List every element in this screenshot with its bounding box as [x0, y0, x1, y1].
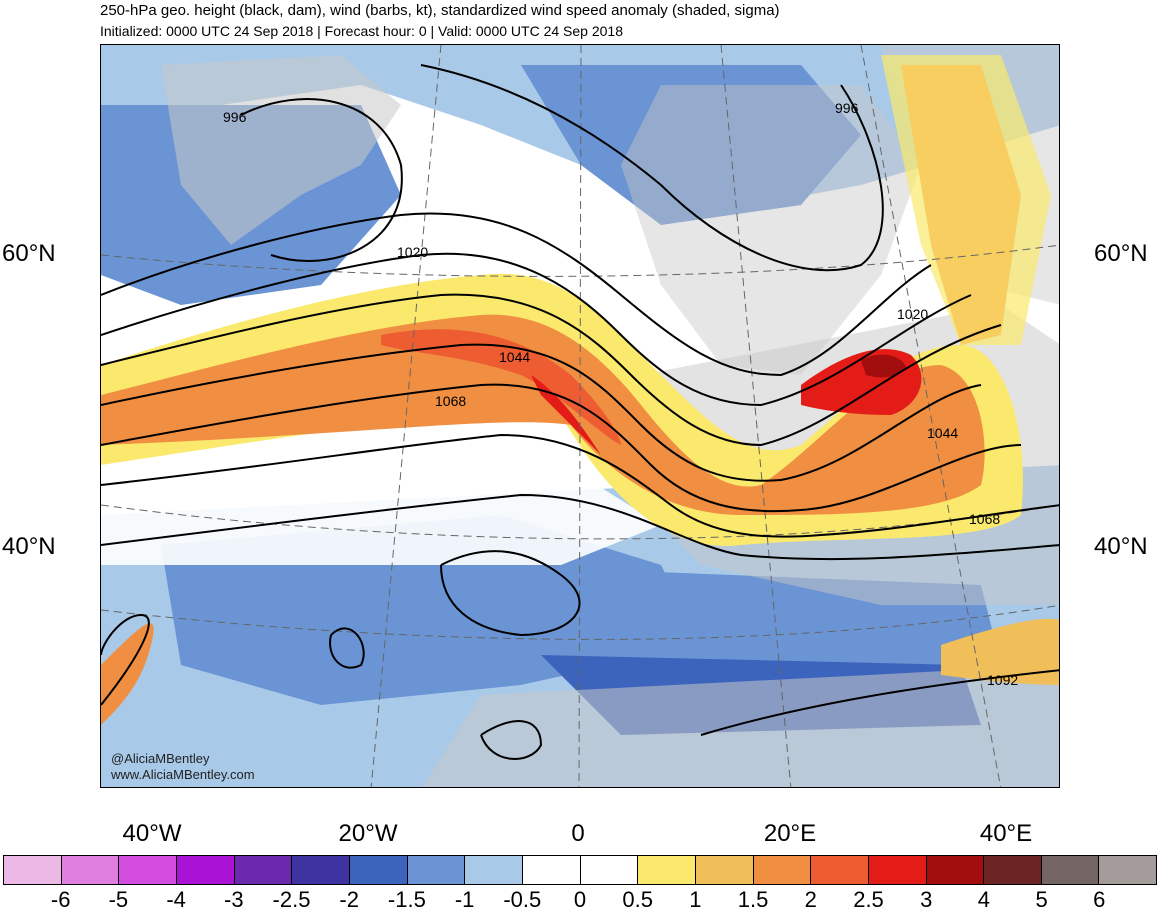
colorbar-tick-label: -0.5: [503, 887, 542, 912]
jet-core-band: [381, 329, 621, 445]
neg-anomaly-north-mid: [521, 65, 861, 225]
colorbar-tick-label: 1.5: [737, 887, 769, 912]
colorbar-swatch: [407, 856, 466, 884]
map-panel: 996 996 1020 1020 1044 1044 1068 1068 10…: [100, 44, 1060, 788]
lat-label-right-60n: 60°N: [1094, 240, 1148, 267]
jet-russia-branch-edge: [881, 55, 1051, 345]
colorbar-swatch: [119, 856, 177, 884]
chart-subtitle: Initialized: 0000 UTC 24 Sep 2018 | Fore…: [100, 23, 623, 39]
colorbar-tick-label: 3: [920, 887, 933, 912]
contour-label: 996: [223, 109, 247, 125]
white-band-south: [101, 445, 661, 565]
colorbar-swatch: [61, 856, 120, 884]
colorbar-swatch: [695, 856, 754, 884]
lat-label-left-60n: 60°N: [2, 240, 56, 267]
colorbar-tick-label: 4: [977, 887, 991, 912]
jet-core-darkest: [861, 354, 906, 378]
colorbar-swatch: [522, 856, 581, 884]
colorbar-swatch: [926, 856, 985, 884]
colorbar-tick-label: 0.5: [622, 887, 653, 912]
lon-label-40e: 40°E: [979, 820, 1033, 847]
colorbar-swatch: [465, 856, 523, 884]
colorbar-tick-label: 2.5: [853, 887, 884, 912]
map-canvas: [101, 45, 1059, 787]
colorbar-swatch: [234, 856, 293, 884]
jet-core-max-west: [531, 375, 601, 455]
contour-label: 1044: [927, 425, 959, 441]
colorbar-tick-label: -2: [339, 887, 359, 912]
colorbar-swatch: [580, 856, 639, 884]
colorbar-swatch: [753, 856, 812, 884]
colorbar-tick-label: -1.5: [387, 887, 426, 912]
contour-label: 1020: [397, 244, 429, 260]
graticule: [101, 45, 1059, 787]
contour-label: 1092: [987, 672, 1019, 688]
chart-title: 250-hPa geo. height (black, dam), wind (…: [100, 2, 780, 19]
colorbar-swatch: [868, 856, 927, 884]
contour-label: 996: [835, 100, 859, 116]
lat-label-right-40n: 40°N: [1094, 533, 1148, 560]
lon-label-40w: 40°W: [122, 820, 182, 847]
colorbar-tick-label: 0: [573, 887, 587, 912]
colorbar-swatch: [176, 856, 235, 884]
watermark-handle: @AliciaMBentley: [111, 751, 210, 766]
lat-label-left-40n: 40°N: [2, 533, 56, 560]
colorbar-tick-label: -1: [454, 887, 475, 912]
colorbar-tick-label: -4: [166, 887, 186, 912]
colorbar-swatch: [4, 856, 62, 884]
colorbar: [3, 855, 1157, 885]
height-contours: [101, 64, 1059, 760]
colorbar-tick-label: 5: [1035, 887, 1048, 912]
contour-label: 1020: [897, 306, 929, 322]
contour-label: 1068: [969, 511, 1001, 527]
colorbar-swatch: [984, 856, 1042, 884]
lon-label-0: 0: [571, 820, 585, 847]
watermark-url: www.AliciaMBentley.com: [111, 767, 255, 782]
colorbar-swatch: [811, 856, 869, 884]
colorbar-swatch: [1099, 856, 1157, 884]
colorbar-tick-label: 2: [804, 887, 817, 912]
jet-southeast-anomaly: [941, 618, 1059, 685]
colorbar-tick-label: -6: [50, 887, 71, 912]
africa-land: [422, 665, 1059, 787]
contour-label: 1068: [435, 393, 467, 409]
colorbar-tick-label: -2.5: [272, 887, 311, 912]
colorbar-swatch: [1041, 856, 1100, 884]
colorbar-swatch: [638, 856, 696, 884]
scandinavia-land: [621, 85, 921, 375]
jet-mid-band: [101, 314, 985, 515]
lon-label-20w: 20°W: [338, 820, 398, 847]
contour-label: 1044: [499, 349, 531, 365]
colorbar-tick-label: 6: [1093, 887, 1106, 912]
greenland-land: [161, 55, 401, 245]
lon-label-20e: 20°E: [763, 820, 817, 847]
colorbar-tick-label: -5: [108, 887, 129, 912]
colorbar-tick-label: -3: [224, 887, 244, 912]
colorbar-tick-label: 1: [689, 887, 702, 912]
colorbar-swatch: [349, 856, 408, 884]
colorbar-swatch: [292, 856, 350, 884]
